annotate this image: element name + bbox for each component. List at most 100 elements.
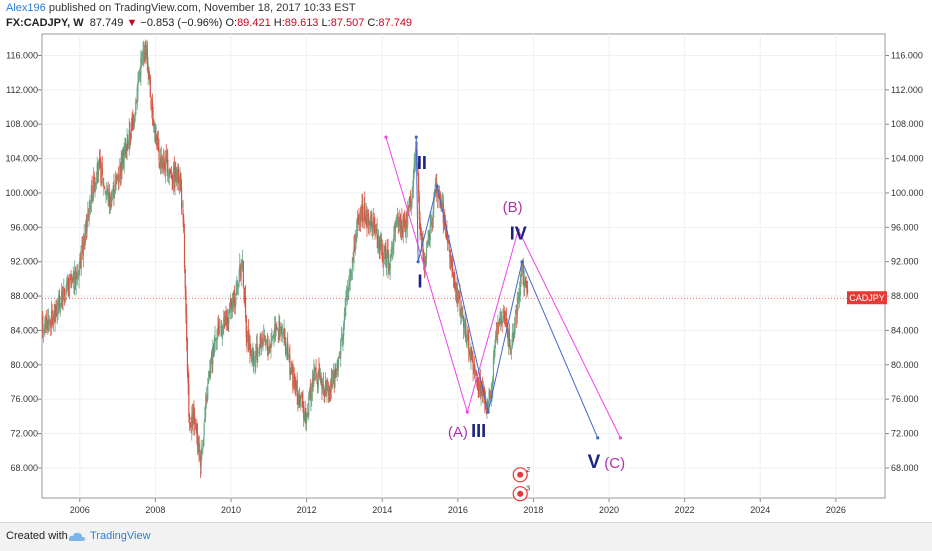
candle-body bbox=[508, 334, 510, 344]
candle-body bbox=[138, 71, 141, 76]
candle-body bbox=[280, 329, 282, 332]
candle-body bbox=[326, 386, 328, 393]
candle-body bbox=[385, 258, 388, 265]
candle-body bbox=[136, 87, 138, 105]
candle-body bbox=[316, 373, 318, 380]
candle-body bbox=[334, 368, 336, 388]
price-chart[interactable]: 116.000 116.000 112.000 112.000 108.000 108.0… bbox=[0, 0, 932, 522]
candle-body bbox=[330, 389, 332, 392]
wave-point-blue bbox=[414, 135, 418, 139]
candle-body bbox=[145, 40, 147, 55]
author-link[interactable]: Alex196 bbox=[6, 2, 46, 14]
candle-body bbox=[62, 291, 64, 303]
candle-body bbox=[336, 362, 338, 376]
candle-body bbox=[73, 272, 75, 289]
wave-point-magenta bbox=[465, 410, 469, 414]
candle-body bbox=[425, 257, 427, 258]
candle-body bbox=[76, 274, 78, 278]
candle-body bbox=[232, 297, 234, 302]
candle-body bbox=[223, 317, 226, 328]
candle-body bbox=[225, 316, 227, 319]
low-value: 87.507 bbox=[330, 17, 365, 29]
candle-body bbox=[196, 422, 198, 435]
candle-body bbox=[101, 168, 103, 185]
candle-body bbox=[237, 285, 239, 287]
candle-body bbox=[63, 286, 65, 293]
candle-body bbox=[215, 338, 217, 340]
tradingview-brand-link[interactable]: TradingView bbox=[90, 530, 151, 542]
candle-body bbox=[338, 353, 340, 355]
candle-body bbox=[430, 221, 432, 227]
candle-body bbox=[247, 330, 250, 351]
candle-body bbox=[324, 390, 326, 395]
candle-body bbox=[393, 233, 395, 247]
high-value: 89.613 bbox=[284, 17, 319, 29]
candle-body bbox=[173, 164, 175, 184]
candle-body bbox=[46, 320, 48, 328]
candle-body bbox=[459, 294, 461, 315]
candle-body bbox=[316, 381, 319, 387]
candle-body bbox=[147, 64, 149, 74]
candle-body bbox=[372, 230, 374, 234]
candle-body bbox=[236, 283, 239, 285]
candle-body bbox=[111, 194, 114, 195]
candle-body bbox=[119, 163, 122, 175]
candle-body bbox=[181, 206, 183, 208]
candle-body bbox=[413, 163, 415, 172]
candle-body bbox=[308, 393, 311, 395]
candle-body bbox=[404, 225, 407, 232]
candle-body bbox=[192, 409, 194, 426]
candle-body bbox=[267, 346, 269, 354]
candle-body bbox=[160, 156, 162, 169]
candle-body bbox=[63, 288, 66, 296]
candle-body bbox=[91, 185, 93, 199]
candle-body bbox=[195, 424, 197, 425]
event-marker-count: 3 bbox=[526, 486, 530, 493]
candle-body bbox=[188, 414, 191, 421]
candle-body bbox=[372, 217, 375, 229]
wave-label: I bbox=[418, 271, 423, 291]
candle-body bbox=[271, 336, 274, 338]
candle-body bbox=[137, 81, 139, 91]
y-tick-label-left: 88.000 bbox=[10, 291, 38, 301]
candle-body bbox=[450, 260, 452, 266]
candle-body bbox=[380, 238, 383, 246]
candle-body bbox=[498, 319, 500, 324]
candle-body bbox=[157, 142, 159, 149]
candle-body bbox=[102, 178, 104, 185]
candle-body bbox=[164, 158, 167, 173]
candle-body bbox=[524, 280, 527, 282]
candle-body bbox=[296, 379, 298, 397]
y-tick-label-left: 96.000 bbox=[10, 222, 38, 232]
candle-body bbox=[252, 351, 254, 358]
candle-body bbox=[105, 191, 107, 195]
candle-body bbox=[517, 298, 519, 300]
candle-body bbox=[212, 345, 215, 356]
candle-body bbox=[158, 148, 160, 162]
candle-body bbox=[312, 378, 314, 381]
candle-body bbox=[465, 323, 467, 342]
candle-body bbox=[82, 243, 85, 257]
candle-body bbox=[111, 197, 113, 205]
candle-body bbox=[396, 216, 398, 222]
y-tick-label-right: 96.000 bbox=[891, 222, 919, 232]
candle-body bbox=[340, 339, 342, 356]
x-tick-label: 2018 bbox=[523, 505, 543, 515]
candle-body bbox=[250, 354, 252, 359]
candle-body bbox=[87, 212, 89, 221]
x-tick-label: 2022 bbox=[675, 505, 695, 515]
candle-body bbox=[370, 213, 372, 218]
plot-area bbox=[41, 33, 886, 499]
candle-body bbox=[41, 318, 43, 324]
candle-body bbox=[193, 411, 195, 420]
candle-body bbox=[359, 216, 361, 225]
candle-body bbox=[353, 247, 355, 264]
candle-body bbox=[242, 260, 244, 288]
candle-body bbox=[71, 279, 73, 284]
candle-body bbox=[457, 289, 459, 305]
candle-body bbox=[328, 387, 330, 396]
candle-body bbox=[341, 336, 343, 339]
candle-body bbox=[125, 149, 127, 151]
candle-body bbox=[479, 380, 481, 395]
candle-body bbox=[167, 159, 169, 174]
